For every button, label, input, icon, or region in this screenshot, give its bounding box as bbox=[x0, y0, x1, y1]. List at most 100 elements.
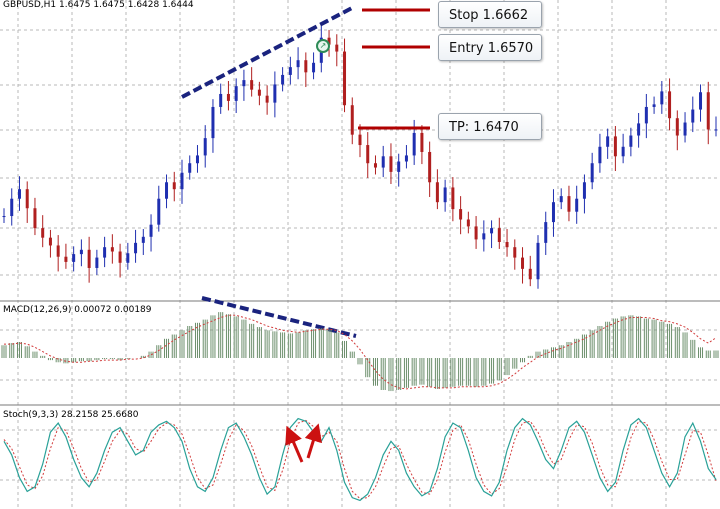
candle-body bbox=[226, 93, 230, 101]
candle-body bbox=[451, 187, 455, 210]
candle-body bbox=[350, 105, 354, 135]
candle-body bbox=[17, 189, 21, 199]
macd-signal-line bbox=[4, 314, 717, 390]
candle-body bbox=[126, 253, 130, 263]
candle-body bbox=[172, 182, 176, 190]
candle-body bbox=[149, 224, 153, 237]
candle-body bbox=[2, 216, 6, 218]
candle-body bbox=[304, 60, 308, 73]
candle-body bbox=[474, 226, 478, 240]
stop-label[interactable]: Stop 1.6662 bbox=[438, 1, 542, 28]
candle-body bbox=[675, 118, 679, 136]
candle-body bbox=[582, 182, 586, 199]
candle-body bbox=[366, 145, 370, 164]
candle-body bbox=[373, 163, 377, 168]
candle-body bbox=[79, 249, 83, 255]
candle-body bbox=[621, 146, 625, 157]
candle-body bbox=[157, 198, 161, 225]
stoch-panel-header: Stoch(9,3,3) 28.2158 25.6680 bbox=[3, 410, 139, 420]
candle-body bbox=[257, 89, 261, 96]
candle-body bbox=[165, 182, 169, 199]
candle-body bbox=[412, 132, 416, 156]
entry-marker-icon: ↗ bbox=[316, 39, 330, 53]
macd-panel-header: MACD(12,26,9) 0.00072 0.00189 bbox=[3, 305, 152, 315]
candle-body bbox=[41, 228, 45, 238]
candle-body bbox=[691, 109, 695, 123]
candle-body bbox=[48, 237, 52, 246]
tp-label[interactable]: TP: 1.6470 bbox=[438, 113, 542, 140]
candle-body bbox=[490, 228, 494, 234]
candle-body bbox=[637, 123, 641, 136]
candle-body bbox=[110, 247, 114, 252]
candle-body bbox=[87, 249, 91, 268]
candle-body bbox=[10, 198, 14, 217]
candle-body bbox=[381, 156, 385, 168]
candle-body bbox=[56, 245, 60, 257]
signal-arrows bbox=[285, 423, 322, 463]
candle-body bbox=[420, 132, 424, 152]
candle-body bbox=[211, 106, 215, 139]
candle-body bbox=[265, 95, 269, 103]
candle-body bbox=[72, 254, 76, 262]
candle-body bbox=[428, 151, 432, 183]
candle-body bbox=[544, 222, 548, 243]
candle-body bbox=[528, 268, 532, 280]
candle-body bbox=[118, 251, 122, 263]
candle-body bbox=[335, 44, 339, 52]
candle-body bbox=[513, 247, 517, 258]
divergence-trendlines bbox=[181, 6, 357, 338]
main-panel-header: GBPUSD,H1 1.6475 1.6475 1.6428 1.6444 bbox=[3, 0, 194, 10]
candle-body bbox=[250, 80, 254, 90]
entry-label[interactable]: Entry 1.6570 bbox=[438, 34, 542, 61]
candle-body bbox=[435, 182, 439, 203]
candle-body bbox=[590, 163, 594, 183]
candle-body bbox=[234, 86, 238, 101]
candle-body bbox=[606, 136, 610, 147]
candle-body bbox=[343, 51, 347, 106]
candle-body bbox=[134, 242, 138, 254]
candle-body bbox=[644, 106, 648, 124]
candle-body bbox=[559, 196, 563, 203]
candle-body bbox=[466, 219, 470, 227]
candle-body bbox=[180, 172, 184, 190]
candle-body bbox=[714, 129, 718, 131]
candle-body bbox=[219, 93, 223, 107]
candle-body bbox=[296, 60, 300, 68]
candle-body bbox=[459, 209, 463, 220]
red-arrow-right-icon bbox=[304, 423, 322, 459]
candle-body bbox=[281, 74, 285, 85]
candle-body bbox=[188, 163, 192, 173]
candle-body bbox=[497, 228, 501, 242]
candle-body bbox=[706, 92, 710, 130]
candle-body bbox=[613, 136, 617, 157]
panel-separators bbox=[0, 300, 720, 406]
candle-body bbox=[652, 104, 656, 107]
candle-body bbox=[521, 257, 525, 269]
candle-body bbox=[699, 92, 703, 110]
stochastic-panel bbox=[3, 417, 717, 502]
candle-body bbox=[397, 161, 401, 172]
candle-body bbox=[141, 236, 145, 243]
candle-body bbox=[505, 242, 509, 248]
trade-levels bbox=[358, 8, 430, 130]
candle-body bbox=[64, 256, 68, 262]
candle-body bbox=[195, 155, 199, 164]
candle-body bbox=[536, 242, 540, 280]
candle-body bbox=[482, 233, 486, 240]
candle-body bbox=[103, 247, 107, 258]
stoch-main-line bbox=[3, 417, 717, 502]
candle-body bbox=[25, 189, 29, 209]
candle-body bbox=[33, 208, 37, 229]
candle-body bbox=[358, 134, 362, 146]
price-candles bbox=[2, 24, 718, 289]
candle-body bbox=[668, 91, 672, 119]
candle-body bbox=[575, 198, 579, 212]
candle-body bbox=[598, 146, 602, 164]
candle-body bbox=[567, 196, 571, 212]
stoch-signal-line bbox=[3, 419, 717, 500]
candle-body bbox=[242, 80, 246, 87]
price-trendline bbox=[181, 6, 353, 99]
